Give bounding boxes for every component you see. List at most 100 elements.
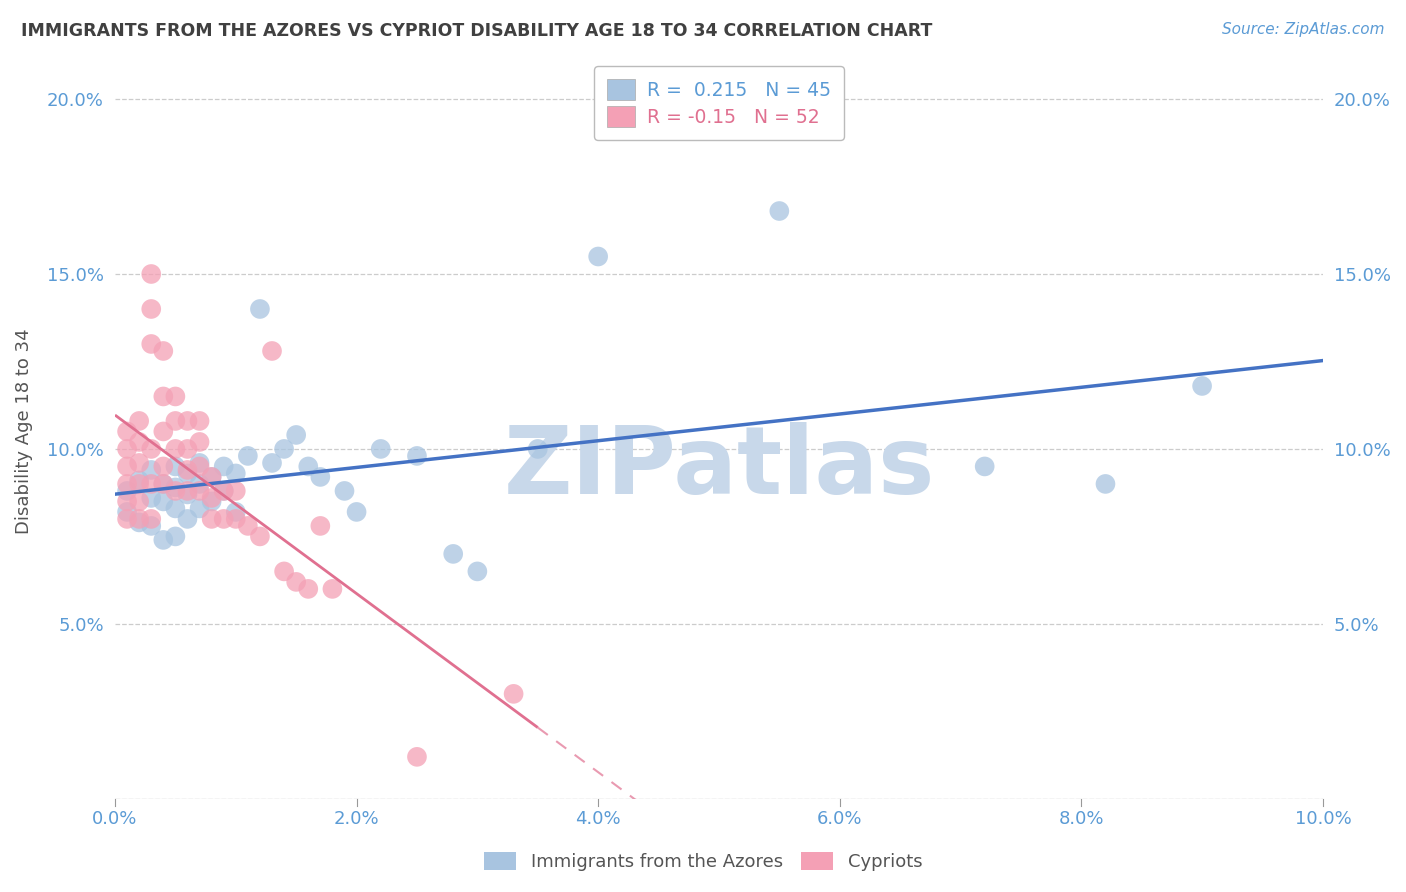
Point xyxy=(406,449,429,463)
Point xyxy=(188,456,211,470)
Point xyxy=(236,449,259,463)
Point xyxy=(201,512,224,526)
Point xyxy=(115,494,138,508)
Point xyxy=(467,565,489,579)
Point xyxy=(176,512,198,526)
Point xyxy=(128,477,150,491)
Point xyxy=(309,470,332,484)
Text: ZIPatlas: ZIPatlas xyxy=(503,422,935,514)
Point xyxy=(260,343,283,358)
Point xyxy=(1094,477,1116,491)
Point xyxy=(141,512,163,526)
Point xyxy=(141,442,163,456)
Point xyxy=(201,470,224,484)
Point xyxy=(973,459,995,474)
Point xyxy=(115,477,138,491)
Point xyxy=(309,519,332,533)
Point xyxy=(249,301,271,316)
Point xyxy=(152,477,174,491)
Point xyxy=(165,483,187,498)
Point xyxy=(152,459,174,474)
Y-axis label: Disability Age 18 to 34: Disability Age 18 to 34 xyxy=(15,328,32,534)
Point xyxy=(249,529,271,543)
Point xyxy=(321,582,343,596)
Point xyxy=(201,470,224,484)
Point xyxy=(152,477,174,491)
Point xyxy=(201,494,224,508)
Point xyxy=(188,434,211,449)
Point xyxy=(128,434,150,449)
Point xyxy=(165,459,187,474)
Point xyxy=(165,480,187,494)
Point xyxy=(526,442,548,456)
Point xyxy=(165,389,187,403)
Point xyxy=(225,505,247,519)
Point xyxy=(406,749,429,764)
Text: IMMIGRANTS FROM THE AZORES VS CYPRIOT DISABILITY AGE 18 TO 34 CORRELATION CHART: IMMIGRANTS FROM THE AZORES VS CYPRIOT DI… xyxy=(21,22,932,40)
Point xyxy=(297,459,319,474)
Legend: Immigrants from the Azores, Cypriots: Immigrants from the Azores, Cypriots xyxy=(477,846,929,879)
Point xyxy=(115,442,138,456)
Point xyxy=(152,425,174,439)
Point xyxy=(201,491,224,505)
Point xyxy=(176,487,198,501)
Point xyxy=(370,442,392,456)
Point xyxy=(212,483,235,498)
Point xyxy=(115,425,138,439)
Point xyxy=(141,463,163,477)
Point xyxy=(152,494,174,508)
Point xyxy=(128,414,150,428)
Point xyxy=(212,483,235,498)
Point xyxy=(768,204,790,219)
Point xyxy=(273,442,295,456)
Point xyxy=(285,428,308,442)
Legend: R =  0.215   N = 45, R = -0.15   N = 52: R = 0.215 N = 45, R = -0.15 N = 52 xyxy=(595,66,844,140)
Point xyxy=(128,474,150,488)
Text: Source: ZipAtlas.com: Source: ZipAtlas.com xyxy=(1222,22,1385,37)
Point xyxy=(141,491,163,505)
Point xyxy=(212,459,235,474)
Point xyxy=(141,337,163,351)
Point xyxy=(176,414,198,428)
Point xyxy=(225,483,247,498)
Point xyxy=(1191,379,1213,393)
Point xyxy=(297,582,319,596)
Point xyxy=(141,519,163,533)
Point xyxy=(115,512,138,526)
Point xyxy=(176,467,198,481)
Point xyxy=(188,501,211,516)
Point xyxy=(586,250,609,264)
Point xyxy=(188,483,211,498)
Point xyxy=(212,512,235,526)
Point xyxy=(176,483,198,498)
Point xyxy=(165,501,187,516)
Point xyxy=(115,459,138,474)
Point xyxy=(128,516,150,530)
Point xyxy=(141,301,163,316)
Point xyxy=(128,494,150,508)
Point xyxy=(165,414,187,428)
Point xyxy=(141,477,163,491)
Point xyxy=(225,512,247,526)
Point xyxy=(236,519,259,533)
Point xyxy=(441,547,464,561)
Point xyxy=(502,687,524,701)
Point xyxy=(176,442,198,456)
Point xyxy=(115,505,138,519)
Point xyxy=(152,533,174,547)
Point xyxy=(115,483,138,498)
Point xyxy=(273,565,295,579)
Point xyxy=(128,512,150,526)
Point xyxy=(333,483,356,498)
Point xyxy=(152,343,174,358)
Point xyxy=(188,414,211,428)
Point xyxy=(128,456,150,470)
Point xyxy=(152,389,174,403)
Point xyxy=(285,574,308,589)
Point xyxy=(260,456,283,470)
Point xyxy=(188,477,211,491)
Point xyxy=(165,529,187,543)
Point xyxy=(141,267,163,281)
Point xyxy=(346,505,368,519)
Point xyxy=(176,463,198,477)
